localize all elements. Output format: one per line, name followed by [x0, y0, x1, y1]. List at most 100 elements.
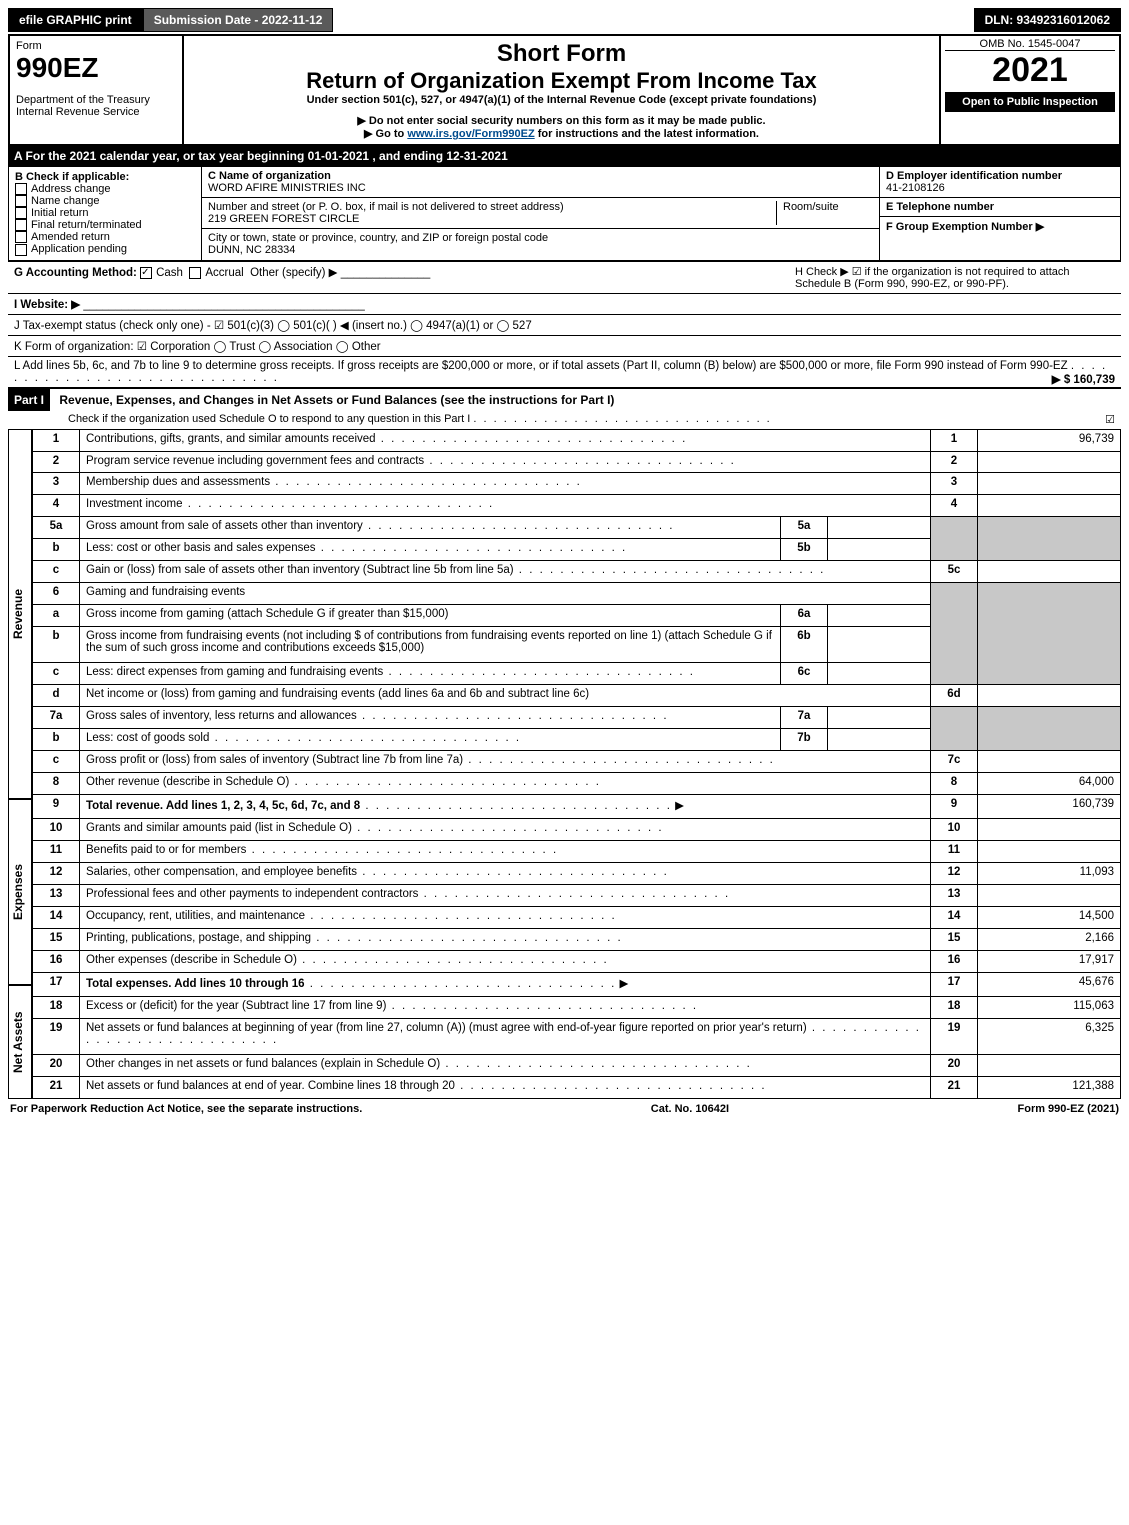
line-7c-num: 7c: [931, 750, 978, 772]
part-i-checkbox[interactable]: ☑: [1105, 413, 1115, 426]
submission-date: Submission Date - 2022-11-12: [143, 8, 334, 32]
group-exemption-label: F Group Exemption Number ▶: [886, 221, 1044, 233]
line-6: 6Gaming and fundraising events: [33, 583, 1121, 605]
dln-label: DLN: 93492316012062: [974, 8, 1121, 32]
entity-info-grid: B Check if applicable: Address change Na…: [8, 166, 1121, 261]
line-5a-desc: Gross amount from sale of assets other t…: [86, 520, 363, 532]
line-6d: dNet income or (loss) from gaming and fu…: [33, 684, 1121, 706]
line-7c: cGross profit or (loss) from sales of in…: [33, 750, 1121, 772]
line-19: 19Net assets or fund balances at beginni…: [33, 1018, 1121, 1054]
line-4: 4Investment income4: [33, 495, 1121, 517]
part-i-check-text: Check if the organization used Schedule …: [68, 413, 470, 425]
line-9-val: 160,739: [978, 794, 1121, 818]
line-7b-desc: Less: cost of goods sold: [86, 732, 209, 744]
opt-name-change: Name change: [31, 195, 100, 207]
chk-initial-return[interactable]: [15, 207, 27, 219]
line-17-desc: Total expenses. Add lines 10 through 16: [86, 978, 305, 990]
opt-cash: Cash: [156, 267, 183, 279]
subtitle-ssn: ▶ Do not enter social security numbers o…: [190, 114, 933, 127]
irs-link[interactable]: www.irs.gov/Form990EZ: [407, 128, 534, 140]
subtitle-goto: ▶ Go to www.irs.gov/Form990EZ for instru…: [190, 127, 933, 140]
line-1-num: 1: [931, 429, 978, 451]
chk-amended-return[interactable]: [15, 231, 27, 243]
line-12-val: 11,093: [978, 862, 1121, 884]
line-3-desc: Membership dues and assessments: [86, 476, 270, 488]
lines-table: 1 Contributions, gifts, grants, and simil…: [32, 429, 1121, 1099]
goto-post: for instructions and the latest informat…: [535, 128, 759, 140]
footer-mid: Cat. No. 10642I: [651, 1103, 729, 1115]
line-1-desc: Contributions, gifts, grants, and simila…: [86, 433, 376, 445]
line-16-num: 16: [931, 950, 978, 972]
line-12: 12 Salaries, other compensation, and empl…: [33, 862, 1121, 884]
line-20: 20Other changes in net assets or fund ba…: [33, 1054, 1121, 1076]
opt-final-return: Final return/terminated: [31, 219, 142, 231]
chk-name-change[interactable]: [15, 195, 27, 207]
line-12-desc: Salaries, other compensation, and employ…: [86, 866, 357, 878]
line-5b-desc: Less: cost or other basis and sales expe…: [86, 542, 316, 554]
section-a-period: A For the 2021 calendar year, or tax yea…: [8, 146, 1121, 166]
open-to-public: Open to Public Inspection: [945, 92, 1115, 112]
line-10-num: 10: [931, 818, 978, 840]
line-11: 11Benefits paid to or for members11: [33, 840, 1121, 862]
section-j-status: J Tax-exempt status (check only one) - ☑…: [8, 314, 1121, 335]
section-k-org-form: K Form of organization: ☑ Corporation ◯ …: [8, 335, 1121, 356]
opt-accrual: Accrual: [205, 267, 243, 279]
tax-year: 2021: [945, 51, 1115, 90]
efile-print-button[interactable]: efile GRAPHIC print: [8, 8, 143, 32]
line-7a: 7aGross sales of inventory, less returns…: [33, 706, 1121, 728]
line-14-num: 14: [931, 906, 978, 928]
org-name: WORD AFIRE MINISTRIES INC: [208, 182, 873, 194]
line-19-desc: Net assets or fund balances at beginning…: [86, 1022, 807, 1034]
chk-final-return[interactable]: [15, 219, 27, 231]
section-c-org: C Name of organization WORD AFIRE MINIST…: [202, 167, 879, 260]
city-state-zip: DUNN, NC 28334: [208, 244, 873, 256]
line-15-desc: Printing, publications, postage, and shi…: [86, 932, 311, 944]
vlabel-revenue: Revenue: [8, 429, 32, 799]
l-text: L Add lines 5b, 6c, and 7b to line 9 to …: [14, 360, 1068, 372]
line-12-num: 12: [931, 862, 978, 884]
section-b-checkboxes: B Check if applicable: Address change Na…: [9, 167, 202, 260]
g-label: G Accounting Method:: [14, 267, 137, 279]
section-i-website: I Website: ▶ ___________________________…: [8, 293, 1121, 314]
line-20-num: 20: [931, 1054, 978, 1076]
line-16-val: 17,917: [978, 950, 1121, 972]
header-center: Short Form Return of Organization Exempt…: [184, 36, 939, 144]
chk-accrual[interactable]: [189, 267, 201, 279]
ein-label: D Employer identification number: [886, 170, 1062, 182]
section-h: H Check ▶ ☑ if the organization is not r…: [795, 265, 1115, 290]
line-2-val: [978, 451, 1121, 473]
chk-application-pending[interactable]: [15, 244, 27, 256]
line-2-num: 2: [931, 451, 978, 473]
line-6b-desc: Gross income from fundraising events (no…: [86, 630, 772, 654]
line-6-desc: Gaming and fundraising events: [80, 583, 931, 605]
line-15-num: 15: [931, 928, 978, 950]
line-4-num: 4: [931, 495, 978, 517]
header-left: Form 990EZ Department of the Treasury In…: [10, 36, 184, 144]
c-name-label: C Name of organization: [208, 170, 873, 182]
line-5c-num: 5c: [931, 561, 978, 583]
line-5b-sn: 5b: [781, 539, 828, 561]
line-17-val: 45,676: [978, 972, 1121, 996]
line-7c-desc: Gross profit or (loss) from sales of inv…: [86, 754, 463, 766]
line-16: 16Other expenses (describe in Schedule O…: [33, 950, 1121, 972]
line-1-val: 96,739: [978, 429, 1121, 451]
line-8-num: 8: [931, 772, 978, 794]
chk-address-change[interactable]: [15, 183, 27, 195]
line-10: 10Grants and similar amounts paid (list …: [33, 818, 1121, 840]
line-4-desc: Investment income: [86, 498, 183, 510]
vlabel-expenses: Expenses: [8, 799, 32, 985]
page-footer: For Paperwork Reduction Act Notice, see …: [8, 1099, 1121, 1115]
part-i-badge: Part I: [8, 389, 50, 411]
line-15-val: 2,166: [978, 928, 1121, 950]
line-21-val: 121,388: [978, 1076, 1121, 1098]
row-g-h: G Accounting Method: Cash Accrual Other …: [8, 261, 1121, 293]
top-bar: efile GRAPHIC print Submission Date - 20…: [8, 8, 1121, 32]
line-5a: 5aGross amount from sale of assets other…: [33, 517, 1121, 539]
line-14: 14Occupancy, rent, utilities, and mainte…: [33, 906, 1121, 928]
line-18-val: 115,063: [978, 996, 1121, 1018]
line-13-num: 13: [931, 884, 978, 906]
chk-cash[interactable]: [140, 267, 152, 279]
street-label: Number and street (or P. O. box, if mail…: [208, 201, 564, 213]
line-5c: cGain or (loss) from sale of assets othe…: [33, 561, 1121, 583]
header-right: OMB No. 1545-0047 2021 Open to Public In…: [939, 36, 1119, 144]
